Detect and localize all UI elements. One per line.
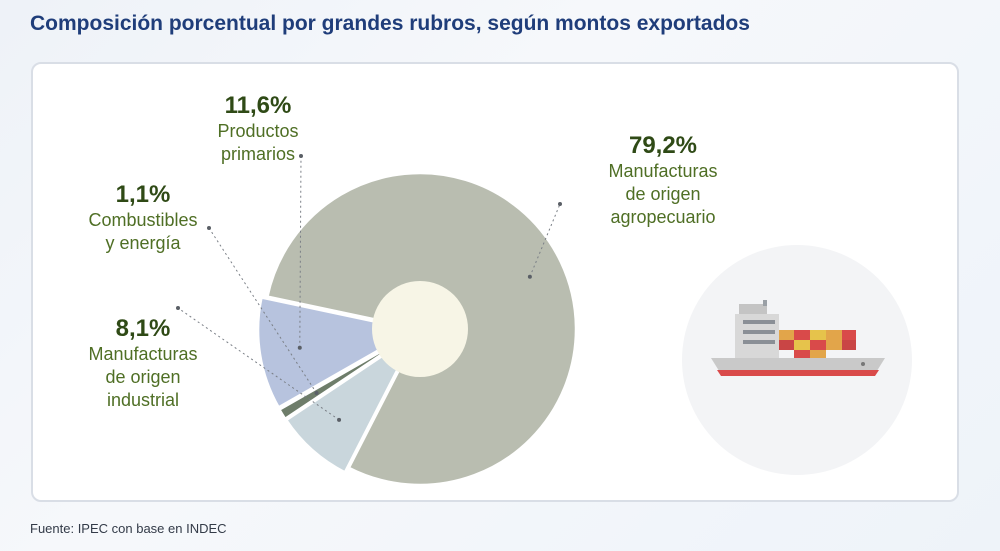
- source-note: Fuente: IPEC con base en INDEC: [30, 521, 227, 536]
- slice-label-manufacturas-industrial: 8,1% Manufacturas de origen industrial: [68, 315, 218, 412]
- slice-manufacturas-industrial: [284, 329, 420, 475]
- slice-value-label: 11,6%: [224, 92, 292, 119]
- slice-label-combustibles: 1,1% Combustibles y energía: [68, 181, 218, 255]
- leader-dot: [558, 202, 562, 206]
- leader-line: [529, 203, 561, 277]
- slice-value-label: 8,1%: [115, 315, 171, 342]
- slice-category-label: Manufacturas de origen agropecuario: [608, 161, 718, 227]
- slice-category-label: Combustibles y energía: [88, 210, 198, 253]
- leader-dot: [527, 274, 532, 279]
- leader-dot: [207, 226, 211, 230]
- slice-value-label: 79,2%: [628, 132, 698, 159]
- leader-dot: [337, 417, 342, 422]
- leader-dot: [299, 154, 303, 158]
- slice-category-label: Productos primarios: [217, 121, 299, 164]
- chart-title: Composición porcentual por grandes rubro…: [30, 12, 750, 35]
- slice-label-productos-primarios: 11,6% Productos primarios: [173, 92, 343, 166]
- leader-line: [299, 155, 302, 348]
- cargo-ship-icon: [711, 300, 885, 376]
- pie-chart: [176, 154, 578, 487]
- leader-dot: [314, 391, 319, 396]
- slice-value-label: 1,1%: [115, 181, 171, 208]
- slice-category-label: Manufacturas de origen industrial: [88, 344, 198, 410]
- leader-dot: [297, 345, 302, 350]
- leader-dot: [176, 306, 180, 310]
- chart-panel: 79,2% Manufacturas de origen agropecuari…: [31, 62, 959, 502]
- pie-center-hole: [372, 281, 468, 377]
- slice-label-manufacturas-agro: 79,2% Manufacturas de origen agropecuari…: [558, 132, 768, 229]
